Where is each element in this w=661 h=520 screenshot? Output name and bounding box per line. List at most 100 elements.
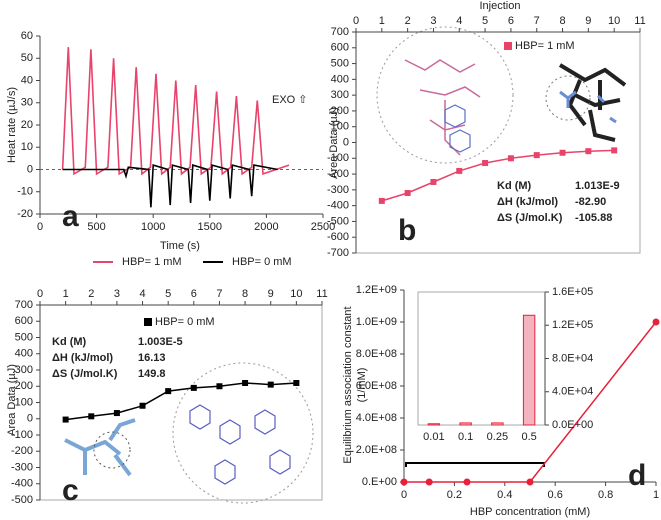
- panel-label: a: [62, 200, 79, 233]
- y-tick-label: -400: [327, 200, 349, 212]
- marker: [378, 197, 385, 204]
- x-tick-label: 6: [191, 288, 197, 300]
- x-tick-label: 0.01: [423, 431, 444, 443]
- parameter-value: 1.013E-9: [575, 180, 620, 192]
- marker: [404, 190, 411, 197]
- x-tick-label: 3: [430, 15, 436, 27]
- y-tick-label: 500: [15, 331, 33, 343]
- y-tick-label: 0: [27, 163, 33, 175]
- x-tick-label: 2: [88, 288, 94, 300]
- y-tick-label: 400: [331, 73, 349, 85]
- plot-frame: [39, 304, 323, 501]
- parameter-value: -105.88: [575, 212, 612, 224]
- y-tick-label: -300: [327, 184, 349, 196]
- x-tick-label: 7: [216, 288, 222, 300]
- series-line: [61, 47, 290, 176]
- y-tick-label: 10: [21, 141, 33, 153]
- y-tick-label: 4.0E+04: [552, 386, 593, 398]
- y-tick-label: 4.0E+08: [356, 412, 397, 424]
- y-tick-label: -500: [327, 215, 349, 227]
- x-tick-label: 1000: [141, 221, 165, 233]
- x-tick-label: 0.25: [487, 431, 508, 443]
- x-tick-label: 0: [37, 221, 43, 233]
- x-tick-label: 4: [456, 15, 462, 27]
- x-tick-label: 0: [401, 489, 407, 501]
- bar: [522, 314, 536, 426]
- legend-label: HBP= 1 mM: [122, 256, 182, 268]
- marker: [62, 416, 69, 423]
- panel: -500-400-300-200-10001002003004005006007…: [6, 288, 328, 507]
- y-axis-label: Area Data (µJ): [328, 107, 340, 179]
- marker: [652, 318, 660, 326]
- marker: [293, 380, 300, 386]
- parameter-value: 149.8: [138, 368, 166, 380]
- x-tick-label: 8: [559, 15, 565, 27]
- marker: [139, 402, 146, 409]
- x-tick-label: 0: [37, 288, 43, 300]
- x-tick-label: 5: [165, 288, 171, 300]
- y-tick-label: 20: [21, 119, 33, 131]
- parameter-value: -82.90: [575, 196, 606, 208]
- x-tick-label: 0.5: [521, 431, 536, 443]
- y-tick-label: -600: [327, 231, 349, 243]
- y-tick-label: -400: [11, 478, 33, 490]
- series-line: [65, 382, 297, 421]
- parameter-name: ΔS (J/mol.K): [497, 212, 563, 224]
- x-tick-label: 2000: [254, 221, 278, 233]
- y-tick-label: 700: [15, 299, 33, 311]
- y-tick-label: 300: [331, 89, 349, 101]
- y-tick-label: 1.2E+09: [356, 284, 397, 296]
- y-tick-label: 200: [331, 105, 349, 117]
- legend-label: HBP= 1 mM: [515, 40, 575, 52]
- x-axis-label: Time (s): [160, 240, 200, 252]
- x-tick-label: 0.8: [598, 489, 613, 501]
- marker: [113, 410, 120, 417]
- marker: [425, 478, 433, 486]
- y-tick-label: 600: [331, 42, 349, 54]
- x-tick-label: 1500: [198, 221, 222, 233]
- marker: [430, 178, 437, 185]
- parameter-name: Kd (M): [497, 180, 532, 192]
- x-tick-label: 2: [405, 15, 411, 27]
- marker: [88, 413, 95, 420]
- parameter-name: ΔH (kJ/mol): [52, 352, 113, 364]
- y-tick-label: 600: [15, 315, 33, 327]
- legend-label: HBP= 0 mM: [155, 316, 215, 328]
- legend-swatch: [144, 318, 152, 326]
- y-tick-label: 1.2E+05: [552, 319, 593, 331]
- marker: [267, 381, 274, 388]
- marker: [216, 383, 223, 390]
- y-tick-label: -300: [11, 461, 33, 473]
- y-tick-label: 300: [15, 364, 33, 376]
- panel-label: d: [628, 459, 646, 492]
- y-tick-label: 700: [331, 26, 349, 38]
- y-tick-label: 50: [21, 52, 33, 64]
- x-tick-label: 4: [139, 288, 145, 300]
- x-tick-label: 0.4: [497, 489, 512, 501]
- y-tick-label: -500: [11, 494, 33, 506]
- y-axis-label: Equilibrium association constant: [342, 306, 354, 463]
- legend-swatch: [504, 42, 512, 50]
- y-tick-label: 40: [21, 74, 33, 86]
- y-axis-label: (1/mM): [356, 368, 368, 403]
- marker: [482, 160, 489, 167]
- marker: [242, 380, 249, 386]
- marker: [463, 478, 471, 486]
- y-tick-label: 1.0E+09: [356, 316, 397, 328]
- parameter-value: 16.13: [138, 352, 166, 364]
- y-tick-label: 30: [21, 97, 33, 109]
- y-tick-label: 0: [27, 413, 33, 425]
- x-tick-label: 5: [482, 15, 488, 27]
- y-tick-label: 6.0E+08: [356, 380, 397, 392]
- y-tick-label: 0: [343, 136, 349, 148]
- series-line: [62, 164, 278, 208]
- panel: -20 -10 0 10 20 30 40 50 60 0 500 1000 1500 2000 2500 T…: [6, 30, 335, 268]
- y-tick-label: -100: [11, 429, 33, 441]
- marker: [400, 478, 408, 486]
- x-tick-label: 3: [114, 288, 120, 300]
- parameter-name: ΔS (J/mol.K): [52, 368, 118, 380]
- marker: [190, 384, 197, 391]
- parameter-name: ΔH (kJ/mol): [497, 196, 558, 208]
- y-tick-label: -200: [327, 168, 349, 180]
